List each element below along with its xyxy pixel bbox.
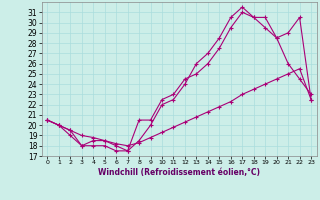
X-axis label: Windchill (Refroidissement éolien,°C): Windchill (Refroidissement éolien,°C) bbox=[98, 168, 260, 177]
